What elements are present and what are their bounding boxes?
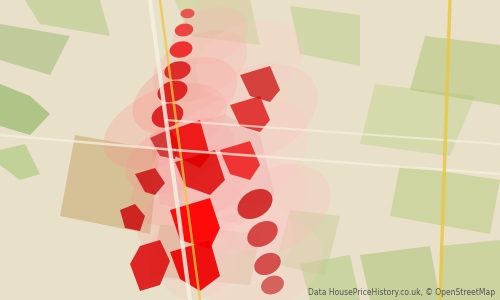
Polygon shape [360, 84, 475, 156]
Ellipse shape [158, 81, 188, 102]
Polygon shape [120, 204, 145, 231]
Ellipse shape [261, 276, 284, 294]
Polygon shape [25, 0, 110, 36]
Ellipse shape [174, 153, 306, 255]
Ellipse shape [188, 0, 252, 38]
Ellipse shape [170, 41, 192, 58]
Text: Data HousePriceHistory.co.uk, © OpenStreetMap: Data HousePriceHistory.co.uk, © OpenStre… [308, 288, 495, 297]
Ellipse shape [198, 217, 322, 300]
Ellipse shape [163, 241, 237, 299]
Polygon shape [170, 198, 220, 249]
Ellipse shape [174, 23, 194, 37]
Polygon shape [130, 240, 170, 291]
Ellipse shape [254, 253, 281, 275]
Polygon shape [135, 168, 165, 195]
Ellipse shape [238, 189, 272, 219]
Ellipse shape [172, 8, 248, 64]
Ellipse shape [132, 57, 238, 135]
Ellipse shape [152, 103, 184, 128]
Polygon shape [220, 141, 260, 180]
Polygon shape [300, 255, 360, 300]
Polygon shape [0, 24, 70, 75]
Polygon shape [0, 84, 50, 135]
Polygon shape [390, 165, 500, 234]
Polygon shape [440, 240, 500, 300]
Ellipse shape [180, 9, 194, 18]
Ellipse shape [196, 20, 304, 100]
Ellipse shape [126, 118, 234, 194]
Ellipse shape [138, 177, 242, 255]
Ellipse shape [104, 83, 226, 169]
Ellipse shape [152, 94, 308, 218]
Ellipse shape [220, 164, 330, 256]
Polygon shape [0, 144, 40, 180]
Polygon shape [290, 6, 360, 66]
Ellipse shape [186, 202, 294, 290]
Ellipse shape [182, 63, 318, 165]
Ellipse shape [152, 30, 248, 102]
Polygon shape [150, 129, 180, 159]
Polygon shape [150, 114, 275, 225]
Polygon shape [230, 96, 270, 132]
Ellipse shape [248, 221, 278, 247]
Polygon shape [275, 210, 340, 276]
Polygon shape [410, 36, 500, 105]
Polygon shape [165, 120, 210, 168]
Polygon shape [175, 0, 260, 45]
Ellipse shape [164, 61, 190, 80]
Polygon shape [360, 246, 440, 300]
Polygon shape [240, 66, 280, 102]
Polygon shape [60, 135, 160, 234]
Ellipse shape [130, 145, 250, 227]
Polygon shape [175, 150, 225, 195]
Polygon shape [150, 225, 260, 285]
Ellipse shape [146, 212, 234, 280]
Polygon shape [170, 240, 220, 291]
